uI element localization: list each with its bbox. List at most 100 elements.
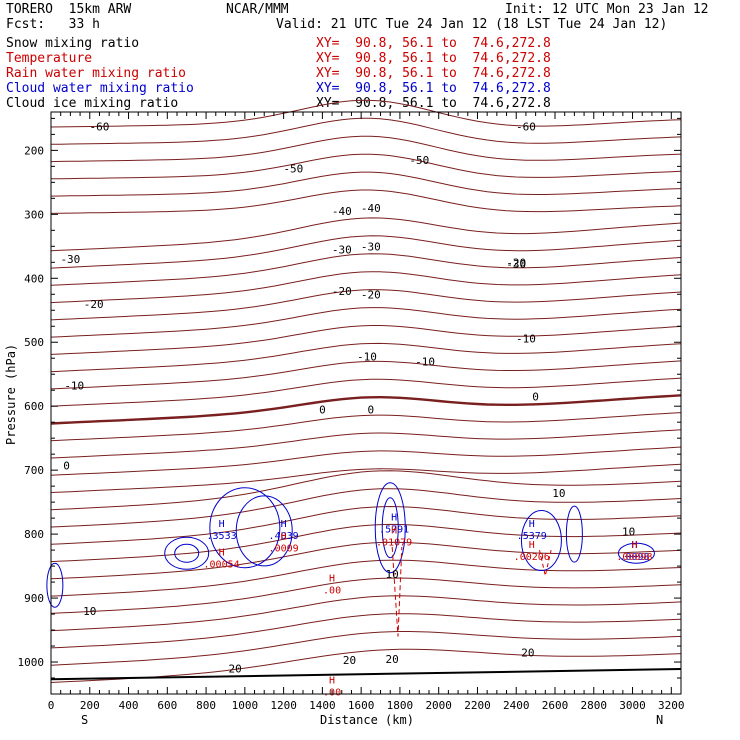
isotherm-label: 0: [368, 403, 375, 416]
contour-labels: -60 -60-50-50-40 -40-30-30 -30-30-20-20 -20-…: [60, 121, 652, 699]
x-tick-label: 400: [119, 699, 139, 712]
maximum-h-marker: H: [529, 519, 535, 530]
x-tick-label: 600: [157, 699, 177, 712]
maximum-value-label: .00206: [514, 552, 550, 563]
isotherm-label: -10: [357, 350, 377, 363]
y-tick-label: 1000: [18, 656, 45, 669]
y-tick-label: 200: [24, 144, 44, 157]
isotherm-line: [50, 559, 682, 597]
cloud-water-contour: [235, 495, 293, 567]
isotherm-label: -60: [516, 121, 536, 134]
isotherm-line: [50, 307, 682, 338]
y-tick-label: 900: [24, 592, 44, 605]
isotherm-line: [50, 99, 682, 128]
field-xy-temperature: XY= 90.8, 56.1 to 74.6,272.8: [316, 51, 551, 66]
isotherm-line: [50, 577, 682, 614]
x-tick-label: 800: [196, 699, 216, 712]
init-time: Init: 12 UTC Mon 23 Jan 12: [505, 2, 709, 17]
isotherm-line: [50, 235, 682, 269]
isotherm-line: [50, 171, 682, 197]
valid-time: Valid: 21 UTC Tue 24 Jan 12 (18 LST Tue …: [276, 17, 668, 32]
x-tick-label: 1000: [232, 699, 259, 712]
field-name-cloud-ice: Cloud ice mixing ratio: [6, 96, 179, 111]
x-tick-label: 2000: [425, 699, 452, 712]
isotherm-label: 10: [622, 526, 635, 539]
x-tick-label: 2200: [464, 699, 491, 712]
maximum-h-marker: H: [391, 525, 397, 536]
isotherm-label: -30: [60, 253, 80, 266]
isotherm-line: [50, 217, 682, 252]
field-name-rain: Rain water mixing ratio: [6, 66, 187, 81]
isotherm-line: [50, 523, 682, 563]
field-xy-snow: XY= 90.8, 56.1 to 74.6,272.8: [316, 36, 551, 51]
cloud-water-contour: [164, 536, 210, 570]
cloud-water-contour: [46, 562, 64, 608]
isotherm-label: -30: [332, 244, 352, 257]
isotherm-label: -10: [64, 380, 84, 393]
isotherm-line: [50, 394, 682, 425]
field-xy-cloud-water: XY= 90.8, 56.1 to 74.6,272.8: [316, 81, 551, 96]
hydrometeor-contours: [46, 482, 655, 637]
center-title: NCAR/MMM: [226, 2, 289, 17]
isotherm-line: [50, 189, 682, 214]
cloud-water-contour: [520, 510, 562, 572]
x-tick-label: 2400: [503, 699, 530, 712]
isotherm-line: [50, 117, 682, 145]
cloud-water-contour: [174, 543, 200, 563]
isotherm-label: 10: [83, 605, 96, 618]
maximum-h-marker: H: [219, 519, 225, 530]
y-tick-label: 300: [24, 208, 44, 221]
maximum-value-label: .5791: [379, 525, 409, 536]
rain-water-contour: [391, 546, 403, 637]
field-name-snow: Snow mixing ratio: [6, 36, 140, 51]
maximum-value-label: .3533: [207, 531, 237, 542]
isotherm-label: -10: [516, 332, 536, 345]
maximum-h-marker: H: [529, 540, 535, 551]
y-tick-label: 700: [24, 464, 44, 477]
isotherm-line: [50, 488, 682, 528]
isotherm-label: 10: [552, 487, 565, 500]
isotherm-label: -40: [361, 202, 381, 215]
isotherm-line: [50, 271, 682, 304]
maximum-value-label: .01079: [376, 537, 412, 548]
y-tick-label: 600: [24, 400, 44, 413]
isotherm-line: [50, 613, 682, 649]
isotherm-label: 0: [319, 403, 326, 416]
maximum-h-marker: H: [329, 676, 335, 687]
chart-axes: 0 200 400 600 800 1000 1200 1400 1600 1800 2000 220…: [18, 111, 685, 712]
isotherm-label: -50: [283, 162, 303, 175]
isotherm-line: [50, 289, 682, 321]
x-tick-label: 2600: [542, 699, 569, 712]
isotherm-line: [50, 253, 682, 286]
maximum-h-marker: H: [281, 532, 287, 543]
isotherm-label: -20: [361, 288, 381, 301]
cloud-water-contour: [374, 482, 406, 574]
y-tick-label: 500: [24, 336, 44, 349]
field-xy-cloud-ice: XY= 90.8, 56.1 to 74.6,272.8: [316, 96, 551, 111]
isotherm-line: [50, 153, 682, 180]
isotherm-line: [50, 412, 682, 442]
isotherm-label: 0: [532, 391, 539, 404]
isotherm-line: [50, 463, 682, 493]
field-name-cloud-water: Cloud water mixing ratio: [6, 81, 194, 96]
maximum-h-marker: H: [631, 540, 637, 551]
x-tick-label: 0: [48, 699, 55, 712]
field-xy-rain: XY= 90.8, 56.1 to 74.6,272.8: [316, 66, 551, 81]
cloud-water-contour: [381, 497, 399, 559]
x-tick-label: 1600: [348, 699, 375, 712]
isotherm-label: -60: [90, 121, 110, 134]
isotherm-label: 20: [386, 653, 399, 666]
cloud-water-contour: [565, 505, 583, 563]
isotherm-label: -10: [415, 355, 435, 368]
x-tick-label: 200: [80, 699, 100, 712]
y-tick-label: 800: [24, 528, 44, 541]
maximum-value-label: .00054: [204, 560, 240, 571]
maximum-h-marker: H: [329, 573, 335, 584]
north-label: N: [656, 713, 664, 727]
maximum-value-label: .00098: [616, 552, 652, 563]
plot-frame: [50, 111, 682, 695]
x-tick-label: 1200: [270, 699, 297, 712]
x-tick-label: 2800: [581, 699, 608, 712]
x-axis-label: Distance (km): [320, 713, 414, 727]
